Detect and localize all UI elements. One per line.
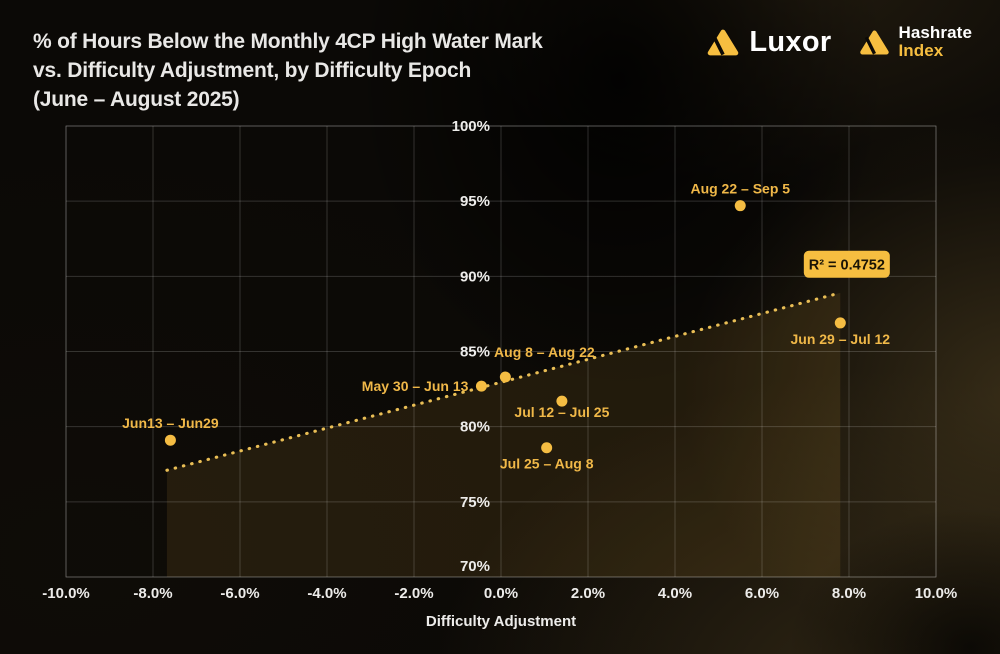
y-tick-label: 100% — [452, 118, 490, 135]
chart-title-line-1: % of Hours Below the Monthly 4CP High Wa… — [33, 30, 543, 53]
r2-badge-label: R² = 0.4752 — [809, 257, 885, 273]
x-tick-label: 8.0% — [832, 585, 866, 602]
plot-border — [65, 125, 937, 578]
chart-title-line-2: vs. Difficulty Adjustment, by Difficulty… — [33, 59, 472, 82]
chart-title: % of Hours Below the Monthly 4CP High Wa… — [33, 27, 543, 114]
hashrate-index-logo: Hashrate Index — [859, 24, 972, 60]
x-tick-label: 4.0% — [658, 585, 692, 602]
data-point-label: Aug 8 – Aug 22 — [494, 344, 595, 360]
data-point-label: May 30 – Jun 13 — [362, 378, 469, 394]
data-point-label: Aug 22 – Sep 5 — [690, 181, 790, 197]
chart-title-line-3: (June – August 2025) — [33, 88, 240, 111]
trendline-area-fill — [166, 292, 841, 577]
data-point — [556, 395, 568, 407]
y-tick-label: 80% — [460, 419, 490, 436]
y-tick-label: 85% — [460, 344, 490, 361]
data-point — [475, 380, 487, 392]
data-point — [734, 200, 746, 212]
x-axis-title: Difficulty Adjustment — [426, 613, 576, 630]
y-tick-label: 95% — [460, 193, 490, 210]
data-point-label: Jul 25 – Aug 8 — [500, 456, 594, 472]
data-point — [541, 442, 553, 454]
x-tick-label: 10.0% — [915, 585, 958, 602]
x-tick-label: 6.0% — [745, 585, 779, 602]
y-tick-label: 70% — [460, 558, 490, 575]
data-point — [499, 371, 511, 383]
x-tick-label: -6.0% — [220, 585, 259, 602]
x-tick-label: -2.0% — [394, 585, 433, 602]
index-wordmark-line: Index — [898, 41, 944, 60]
data-point — [834, 317, 846, 329]
x-tick-label: 2.0% — [571, 585, 605, 602]
x-tick-label: -8.0% — [133, 585, 172, 602]
x-tick-label: 0.0% — [484, 585, 518, 602]
r2-badge — [803, 250, 890, 278]
data-point — [164, 434, 176, 446]
luxor-mark-icon — [708, 29, 739, 55]
data-point-label: Jun 29 – Jul 12 — [790, 331, 890, 347]
data-point-label: Jul 12 – Jul 25 — [514, 404, 609, 420]
y-tick-label: 75% — [460, 494, 490, 511]
luxor-logo: Luxor — [706, 26, 831, 59]
y-tick-label: 90% — [460, 268, 490, 285]
x-tick-label: -10.0% — [42, 585, 90, 602]
hashrate-wordmark-line: Hashrate — [898, 23, 972, 42]
data-point-label: Jun13 – Jun29 — [122, 415, 219, 431]
hashrate-index-wordmark: Hashrate Index — [898, 24, 972, 60]
luxor-wordmark: Luxor — [749, 25, 832, 58]
brand-logos: Luxor Hashrate Index — [706, 24, 972, 60]
hashrate-index-mark-icon — [860, 30, 890, 55]
x-tick-label: -4.0% — [307, 585, 346, 602]
